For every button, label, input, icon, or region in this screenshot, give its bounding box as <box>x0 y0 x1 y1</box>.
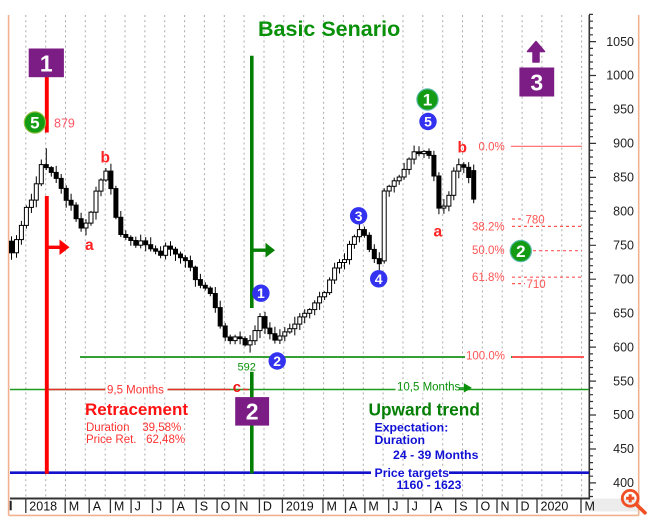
svg-text:D: D <box>521 500 530 514</box>
svg-text:A: A <box>93 500 102 514</box>
svg-text:24 - 39 Months: 24 - 39 Months <box>393 448 479 462</box>
svg-text:M: M <box>69 500 79 514</box>
svg-text:M: M <box>585 500 595 514</box>
svg-text:Duration 39,58%: Duration 39,58% <box>86 422 181 434</box>
svg-text:Price Ret. 62,48%: Price Ret. 62,48% <box>86 434 185 446</box>
svg-text:1050: 1050 <box>606 35 634 49</box>
svg-text:N: N <box>239 500 248 514</box>
svg-text:600: 600 <box>613 340 634 354</box>
svg-text:950: 950 <box>613 103 634 117</box>
svg-text:38.2%: 38.2% <box>472 222 505 234</box>
svg-text:O: O <box>481 500 491 514</box>
svg-text:S: S <box>459 500 467 514</box>
svg-text:Upward trend: Upward trend <box>369 399 480 419</box>
svg-text:J: J <box>412 500 418 514</box>
svg-text:A: A <box>177 500 186 514</box>
svg-text:1160 - 1623: 1160 - 1623 <box>397 478 462 492</box>
svg-text:650: 650 <box>613 306 634 320</box>
svg-text:c: c <box>233 379 241 396</box>
svg-text:710: 710 <box>527 279 546 291</box>
svg-text:J: J <box>392 500 398 514</box>
svg-text:879: 879 <box>54 117 75 131</box>
svg-text:a: a <box>85 237 94 254</box>
svg-text:550: 550 <box>613 374 634 388</box>
svg-text:S: S <box>200 500 208 514</box>
svg-text:A: A <box>434 500 443 514</box>
svg-text:400: 400 <box>613 476 634 490</box>
svg-text:J: J <box>156 500 162 514</box>
svg-text:592: 592 <box>238 362 256 374</box>
svg-text:61.8%: 61.8% <box>472 272 505 284</box>
svg-text:9,5 Months: 9,5 Months <box>107 384 164 396</box>
svg-text:M: M <box>368 500 378 514</box>
svg-text:D: D <box>263 500 272 514</box>
svg-text:Expectation:: Expectation: <box>375 421 449 435</box>
svg-text:3: 3 <box>355 208 363 224</box>
svg-text:4: 4 <box>375 271 383 287</box>
svg-text:2: 2 <box>246 399 259 425</box>
svg-text:M: M <box>327 500 337 514</box>
svg-text:3: 3 <box>530 69 543 95</box>
svg-text:500: 500 <box>613 408 634 422</box>
svg-text:10,5 Months: 10,5 Months <box>397 382 461 394</box>
svg-text:900: 900 <box>613 137 634 151</box>
svg-text:50.0%: 50.0% <box>472 245 505 257</box>
svg-text:5: 5 <box>30 114 39 133</box>
svg-text:780: 780 <box>526 215 545 227</box>
svg-text:450: 450 <box>613 442 634 456</box>
svg-text:Price targets: Price targets <box>375 466 450 480</box>
svg-text:850: 850 <box>613 171 634 185</box>
svg-text:Retracement: Retracement <box>85 400 188 419</box>
svg-text:N: N <box>501 500 510 514</box>
svg-text:800: 800 <box>613 205 634 219</box>
svg-text:1: 1 <box>40 50 53 76</box>
svg-text:100.0%: 100.0% <box>466 351 505 363</box>
svg-text:750: 750 <box>613 239 634 253</box>
svg-text:700: 700 <box>613 272 634 286</box>
svg-text:O: O <box>221 500 231 514</box>
svg-text:1000: 1000 <box>606 69 634 83</box>
svg-text:a: a <box>434 224 443 241</box>
svg-text:1: 1 <box>257 285 265 301</box>
svg-text:M: M <box>114 500 124 514</box>
svg-text:2020: 2020 <box>541 500 569 514</box>
svg-text:2018: 2018 <box>29 500 57 514</box>
svg-text:5: 5 <box>424 114 432 130</box>
svg-text:Basic Senario: Basic Senario <box>258 17 400 41</box>
svg-text:2: 2 <box>516 242 525 261</box>
svg-text:2: 2 <box>273 353 281 369</box>
svg-text:0.0%: 0.0% <box>479 142 505 154</box>
svg-text:b: b <box>101 150 110 167</box>
svg-text:A: A <box>349 500 358 514</box>
svg-text:b: b <box>458 140 467 157</box>
svg-text:J: J <box>135 500 141 514</box>
svg-text:Duration: Duration <box>375 433 426 447</box>
svg-text:2019: 2019 <box>286 500 314 514</box>
svg-text:1: 1 <box>423 91 432 110</box>
